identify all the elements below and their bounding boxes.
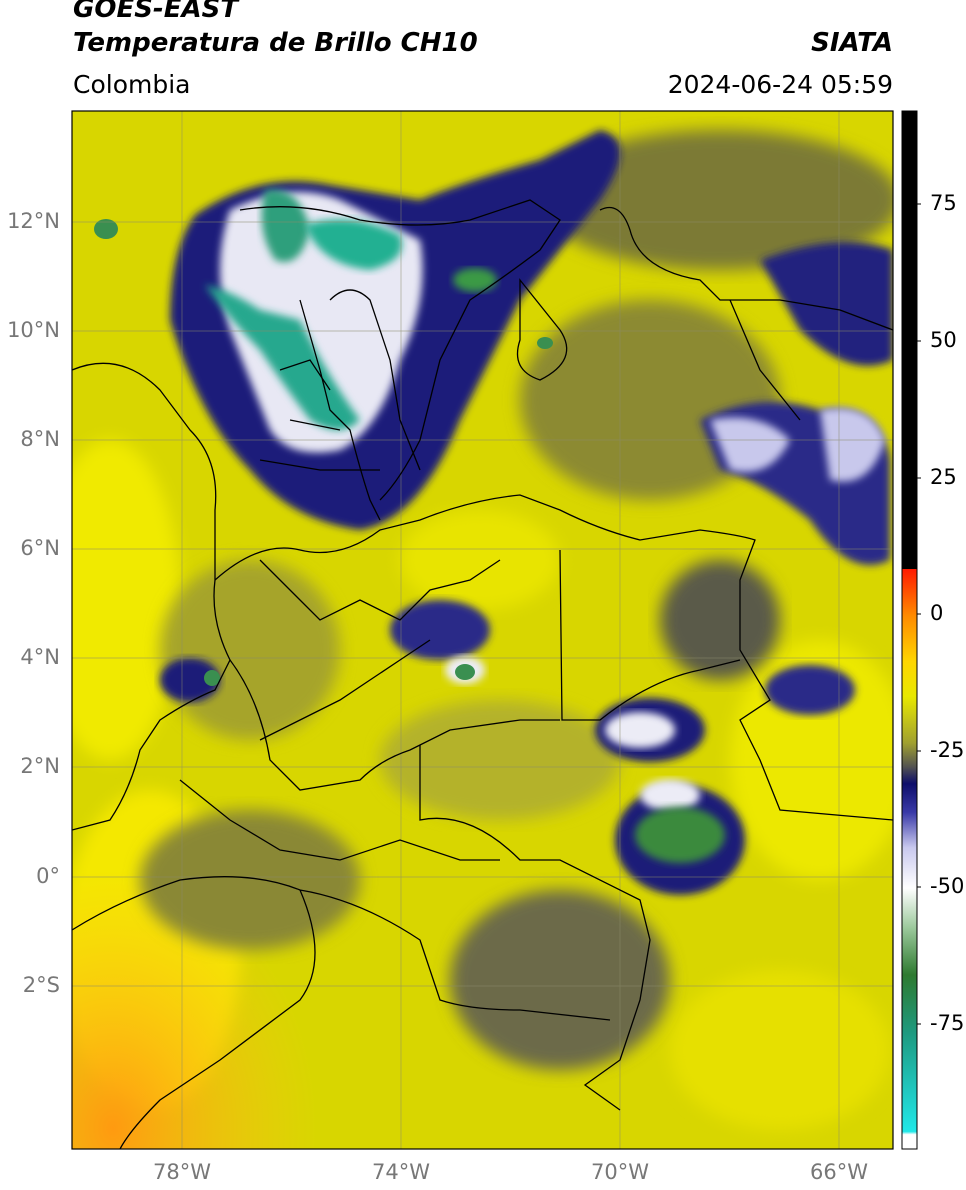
lon-label-66w: 66°W: [810, 1160, 868, 1184]
colorbar-tick-label: -75: [930, 1011, 965, 1035]
lat-label-0: 0°: [36, 864, 60, 888]
colorbar: [901, 110, 921, 1150]
lat-label-6n: 6°N: [20, 536, 60, 560]
colorbar-tick-label: 75: [930, 191, 957, 215]
colorbar-tick-label: -50: [930, 874, 965, 898]
lon-label-70w: 70°W: [591, 1160, 649, 1184]
satellite-title: GOES-EAST: [73, 0, 239, 24]
country-borders: [72, 199, 893, 1149]
brightness-temperature-field: [72, 111, 893, 1149]
region-label: Colombia: [73, 70, 191, 99]
product-title: Temperatura de Brillo CH10: [73, 28, 478, 58]
datetime-label: 2024-06-24 05:59: [667, 70, 893, 99]
lat-label-2s: 2°S: [22, 973, 60, 997]
map-frame: [71, 110, 894, 1150]
lat-label-2n: 2°N: [20, 754, 60, 778]
lat-label-4n: 4°N: [20, 645, 60, 669]
colorbar-tick-label: -25: [930, 738, 965, 762]
lon-label-74w: 74°W: [372, 1160, 430, 1184]
colorbar-tick-label: 0: [930, 601, 944, 625]
colorbar-tick-label: 50: [930, 328, 957, 352]
lat-label-8n: 8°N: [20, 427, 60, 451]
lat-label-10n: 10°N: [7, 318, 60, 342]
colorbar-tick-label: 25: [930, 465, 957, 489]
source-label: SIATA: [811, 28, 893, 58]
lat-label-12n: 12°N: [7, 209, 60, 233]
lon-label-78w: 78°W: [153, 1160, 211, 1184]
